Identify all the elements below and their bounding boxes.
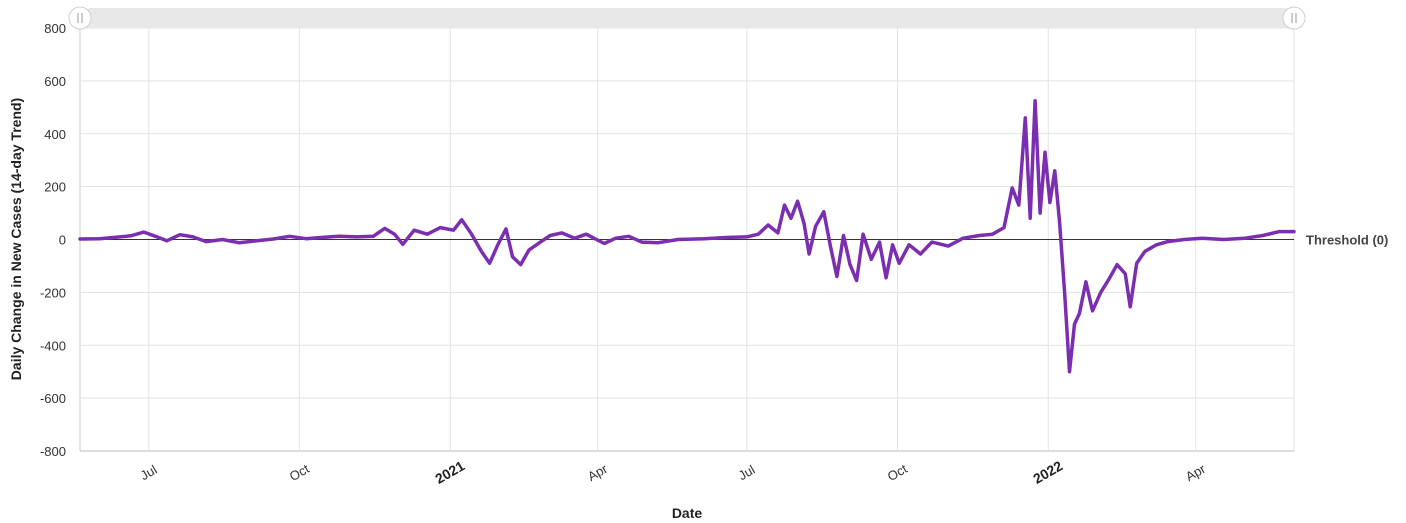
threshold-label: Threshold (0)	[1306, 233, 1388, 248]
y-tick-label: -800	[40, 444, 66, 459]
range-navigator-track[interactable]	[80, 8, 1294, 28]
x-tick-label: 2022	[1030, 457, 1065, 487]
y-tick-label: -400	[40, 338, 66, 353]
y-tick-label: 400	[44, 127, 66, 142]
y-tick-label: -600	[40, 391, 66, 406]
x-tick-label: Apr	[585, 461, 611, 484]
x-tick-label: Apr	[1183, 461, 1209, 484]
x-tick-label: Jul	[138, 462, 160, 483]
x-tick-label: 2021	[432, 457, 467, 487]
series-line	[78, 98, 1296, 374]
y-axis-title: Daily Change in New Cases (14-day Trend)	[8, 98, 24, 380]
x-tick-label: Oct	[287, 461, 312, 484]
range-navigator[interactable]	[68, 6, 1306, 30]
x-tick-label: Jul	[736, 462, 758, 483]
x-tick-label: Oct	[885, 461, 910, 484]
y-tick-label: 600	[44, 74, 66, 89]
y-tick-label: 200	[44, 180, 66, 195]
x-axis-title: Date	[672, 505, 703, 521]
y-axis-ticks: -800 -600 -400 -200 0 200 400 600 800	[40, 21, 66, 459]
x-axis-ticks: Jul Oct 2021 Apr Jul Oct 2022 Apr	[138, 457, 1209, 487]
range-handle-left[interactable]	[68, 6, 92, 30]
range-handle-right[interactable]	[1282, 6, 1306, 30]
y-tick-label: 800	[44, 21, 66, 36]
y-tick-label: 0	[59, 233, 66, 248]
y-tick-label: -200	[40, 285, 66, 300]
